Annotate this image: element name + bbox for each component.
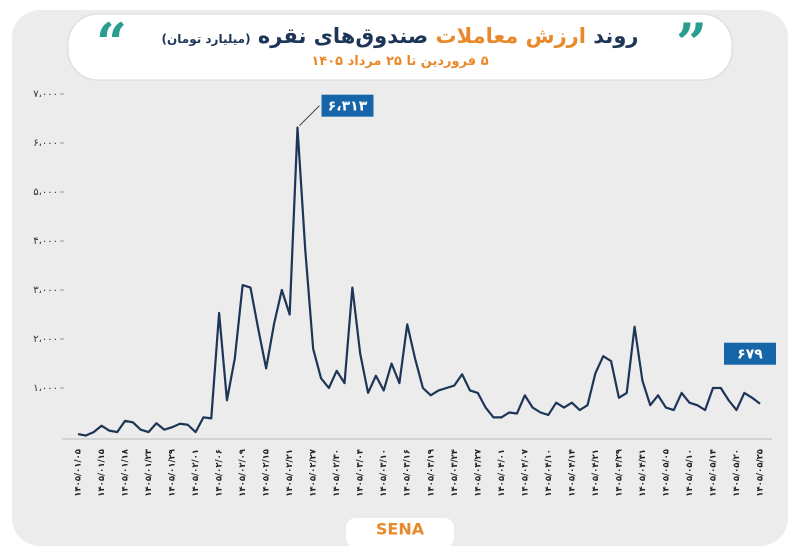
x-tick-label: ۱۴۰۵/۰۵/۲۵ [756, 449, 766, 497]
x-tick-label: ۱۴۰۵/۰۳/۱۶ [403, 449, 413, 497]
label-box [724, 342, 776, 365]
x-tick-label: ۱۴۰۵/۰۵/۱۰ [685, 449, 695, 497]
x-tick-label: ۱۴۰۵/۰۵/۲۰ [732, 449, 742, 497]
y-tick-label: ۴،۰۰۰ [33, 236, 58, 247]
quote-icon: “ [96, 11, 128, 75]
x-tick-label: ۱۴۰۵/۰۱/۲۳ [144, 448, 154, 497]
x-tick-label: ۱۴۰۵/۰۴/۰۱ [497, 449, 507, 497]
x-tick-label: ۱۴۰۵/۰۴/۰۷ [520, 448, 530, 497]
x-tick-label: ۱۴۰۵/۰۳/۰۴ [356, 449, 366, 497]
x-tick-label: ۱۴۰۵/۰۴/۲۱ [591, 449, 601, 497]
x-tick-label: ۱۴۰۵/۰۲/۳۰ [332, 449, 342, 497]
x-tick-label: ۱۴۰۵/۰۲/۰۱ [191, 449, 201, 497]
logo: SENA [376, 520, 425, 539]
panel [12, 10, 788, 546]
x-tick-label: ۱۴۰۵/۰۴/۱۰ [544, 449, 554, 497]
x-tick-label: ۱۴۰۵/۰۵/۱۴ [708, 449, 718, 497]
data-label: ۶۷۹ [737, 347, 763, 363]
title-box [67, 13, 733, 81]
x-tick-label: ۱۴۰۵/۰۱/۱۵ [97, 449, 107, 497]
data-label: ۶،۳۱۳ [328, 99, 368, 115]
chart-title: روند ارزش معاملات صندوق‌های نقره (میلیار… [70, 24, 730, 48]
plot-area: ۱،۰۰۰ ۲،۰۰۰ ۳،۰۰۰ ۴،۰۰۰ ۵،۰۰۰ ۶،۰۰۰ ۷،۰۰۰ ۱۴۰۵/… [33, 89, 776, 497]
x-tick-label: ۱۴۰۵/۰۴/۳۱ [638, 449, 648, 497]
y-tick-label: ۵،۰۰۰ [33, 187, 58, 198]
title-highlight: ارزش معاملات [435, 24, 586, 48]
label-box [321, 94, 374, 117]
x-tick-label: ۱۴۰۵/۰۴/۱۴ [567, 449, 577, 497]
x-tick-label: ۱۴۰۵/۰۳/۱۹ [426, 448, 436, 497]
leader-line [299, 105, 320, 127]
title-text: روند [593, 24, 639, 48]
x-tick-label: ۱۴۰۵/۰۲/۰۹ [238, 448, 248, 497]
title-text: صندوق‌های نقره [257, 24, 429, 48]
x-tick-label: ۱۴۰۵/۰۱/۲۹ [168, 448, 178, 497]
x-tick-label: ۱۴۰۵/۰۳/۱۰ [379, 449, 389, 497]
y-tick-label: ۲،۰۰۰ [33, 334, 58, 345]
x-tick-label: ۱۴۰۵/۰۱/۱۸ [121, 448, 131, 497]
y-tick-label: ۱،۰۰۰ [33, 383, 58, 394]
subtitle: ۵ فروردین تا ۲۵ مرداد ۱۴۰۵ [311, 54, 489, 69]
x-tick-label: ۱۴۰۵/۰۲/۰۶ [215, 449, 225, 497]
y-tick-label: ۶،۰۰۰ [33, 138, 58, 149]
y-tick-label: ۷،۰۰۰ [33, 89, 58, 100]
x-tick-label: ۱۴۰۵/۰۳/۲۴ [450, 449, 460, 497]
logo-box [346, 518, 454, 548]
x-tick-label: ۱۴۰۵/۰۲/۲۱ [285, 449, 295, 497]
x-tick-label: ۱۴۰۵/۰۴/۲۹ [614, 448, 624, 497]
x-tick-label: ۱۴۰۵/۰۲/۱۵ [262, 449, 272, 497]
line-series [77, 126, 761, 437]
x-tick-label: ۱۴۰۵/۰۵/۰۵ [661, 449, 671, 497]
x-tick-label: ۱۴۰۵/۰۱/۰۵ [74, 449, 84, 497]
x-tick-label: ۱۴۰۵/۰۳/۲۷ [473, 448, 483, 497]
y-tick-label: ۳،۰۰۰ [33, 285, 58, 296]
title-unit: (میلیارد تومان) [161, 32, 251, 46]
x-tick-label: ۱۴۰۵/۰۲/۲۷ [309, 448, 319, 497]
quote-icon: ” [676, 11, 708, 75]
header: روند ارزش معاملات صندوق‌های نقره (میلیار… [70, 14, 730, 76]
